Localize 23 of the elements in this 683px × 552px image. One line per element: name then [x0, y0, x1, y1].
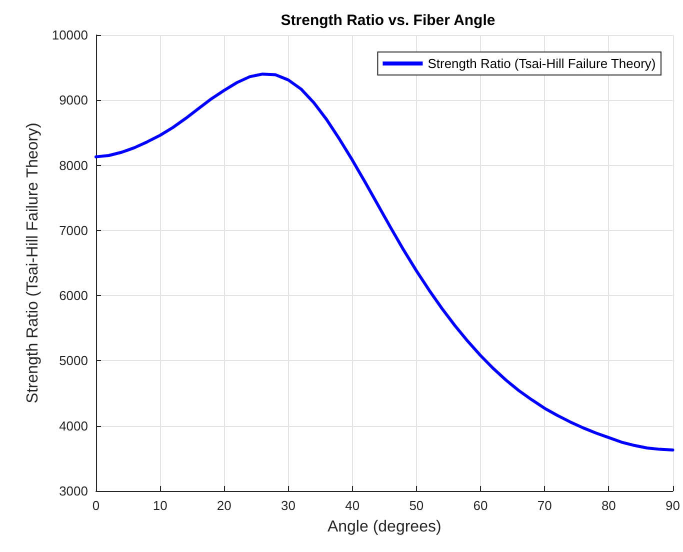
- x-tick-label: 60: [473, 498, 488, 513]
- y-tick-label: 6000: [59, 288, 88, 304]
- x-tick-label: 50: [409, 498, 424, 513]
- y-tick-label: 10000: [52, 28, 88, 42]
- x-tick-label: 0: [92, 498, 100, 513]
- x-tick-label: 90: [666, 498, 680, 513]
- x-tick-label: 30: [281, 498, 296, 513]
- y-tick-label: 3000: [59, 484, 88, 498]
- y-tick-label: 7000: [59, 222, 88, 238]
- x-tick-label: 70: [537, 498, 552, 513]
- y-tick-label: 5000: [59, 353, 88, 368]
- y-tick-label: 9000: [59, 92, 88, 108]
- y-axis-title: Strength Ratio (Tsai-Hill Failure Theory): [24, 122, 42, 404]
- y-tick-label: 4000: [59, 418, 88, 434]
- legend-label: Strength Ratio (Tsai-Hill Failure Theory): [428, 56, 656, 71]
- line-series: [94, 72, 674, 452]
- y-tick-label: 8000: [59, 158, 88, 173]
- x-tick-label: 80: [601, 498, 616, 513]
- x-tick-label: 20: [216, 498, 232, 513]
- chart-title: Strength Ratio vs. Fiber Angle: [280, 12, 496, 29]
- x-tick-label: 10: [152, 498, 168, 513]
- x-axis-title: Angle (degrees): [327, 518, 442, 536]
- x-tick-label: 40: [345, 498, 360, 513]
